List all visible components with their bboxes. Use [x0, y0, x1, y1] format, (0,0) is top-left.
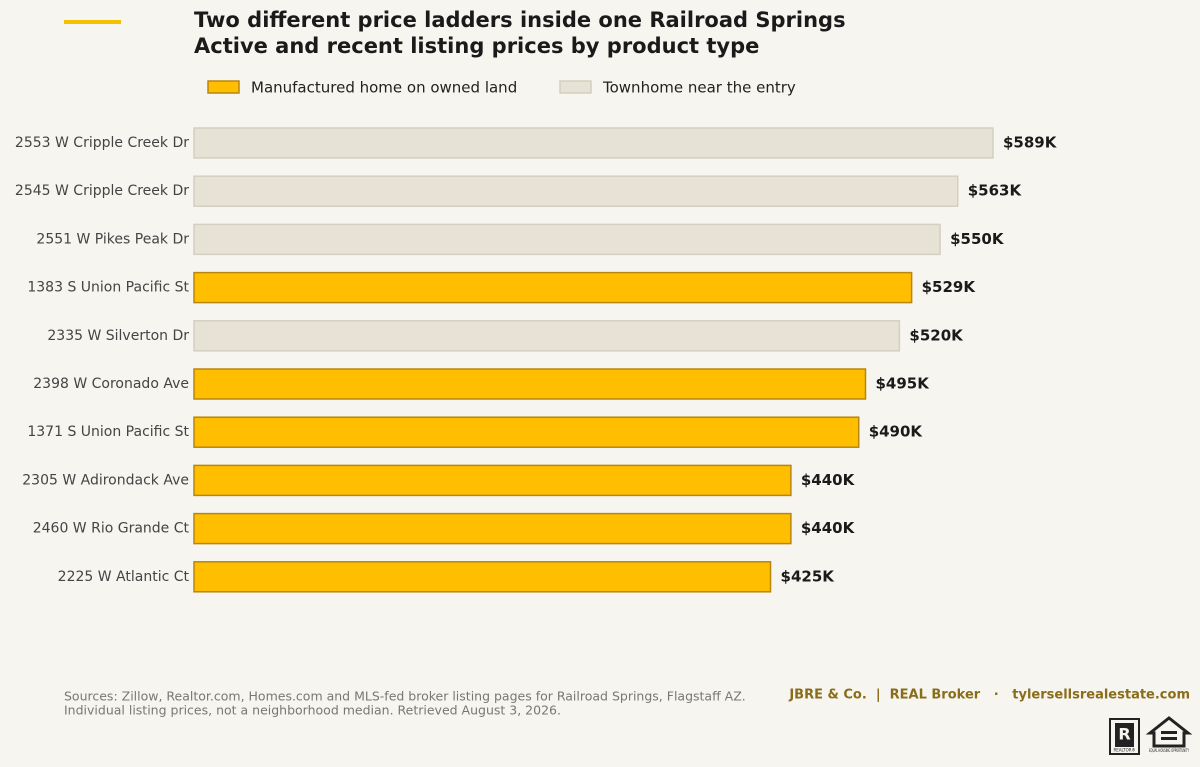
- house-icon: [1145, 716, 1193, 748]
- value-label: $440K: [801, 519, 856, 537]
- equal-housing-badge: EQUAL HOUSING OPPORTUNITY: [1145, 716, 1193, 753]
- bar: [193, 561, 772, 593]
- value-label: $440K: [801, 471, 856, 489]
- badge-frame: [1109, 718, 1140, 755]
- value-label: $520K: [909, 326, 964, 344]
- bar: [193, 464, 792, 497]
- bar: [193, 175, 959, 207]
- source-note: Individual listing prices, not a neighbo…: [64, 703, 561, 718]
- value-label: $589K: [1003, 134, 1058, 152]
- value-label: $495K: [875, 375, 930, 393]
- bar: [193, 223, 941, 256]
- y-tick-label: 2398 W Coronado Ave: [33, 376, 189, 392]
- value-label: $529K: [922, 278, 977, 296]
- chart-title: Two different price ladders inside one R…: [194, 8, 846, 32]
- house-bar: [1161, 737, 1177, 740]
- bar: [193, 127, 994, 159]
- source-note: Sources: Zillow, Realtor.com, Homes.com …: [64, 689, 746, 704]
- bar: [193, 416, 860, 448]
- y-tick-label: 2460 W Rio Grande Ct: [33, 521, 190, 537]
- badge-label: REALTOR®: [1113, 748, 1135, 753]
- y-tick-label: 2551 W Pikes Peak Dr: [36, 231, 189, 247]
- y-tick-label: 2305 W Adirondack Ave: [22, 472, 189, 488]
- brand: JBRE & Co. | REAL Broker · tylersellsrea…: [788, 688, 1190, 703]
- value-label: $550K: [950, 230, 1005, 248]
- value-label: $563K: [968, 182, 1023, 200]
- chart-subtitle: Active and recent listing prices by prod…: [194, 34, 759, 58]
- bar: [193, 320, 901, 352]
- y-tick-label: 2225 W Atlantic Ct: [58, 569, 190, 585]
- value-label: $425K: [781, 567, 836, 585]
- realtor-badge: R REALTOR®: [1109, 718, 1140, 755]
- legend-swatch: [559, 80, 592, 94]
- y-tick-label: 2553 W Cripple Creek Dr: [15, 135, 189, 151]
- bar: [193, 512, 792, 545]
- legend-swatch: [207, 80, 240, 94]
- legend-label: Manufactured home on owned land: [251, 79, 517, 97]
- bar: [193, 368, 867, 400]
- house-bar: [1161, 731, 1177, 734]
- y-tick-label: 2335 W Silverton Dr: [47, 328, 189, 344]
- badge-letter: R: [1118, 725, 1130, 744]
- badge-label: EQUAL HOUSING OPPORTUNITY: [1149, 748, 1189, 753]
- bar: [193, 271, 913, 304]
- y-tick-label: 1371 S Union Pacific St: [27, 424, 189, 440]
- value-label: $490K: [869, 423, 924, 441]
- badge-block: [1115, 723, 1134, 747]
- y-tick-label: 2545 W Cripple Creek Dr: [15, 183, 189, 199]
- legend-label: Townhome near the entry: [602, 79, 796, 97]
- y-tick-label: 1383 S Union Pacific St: [27, 280, 189, 296]
